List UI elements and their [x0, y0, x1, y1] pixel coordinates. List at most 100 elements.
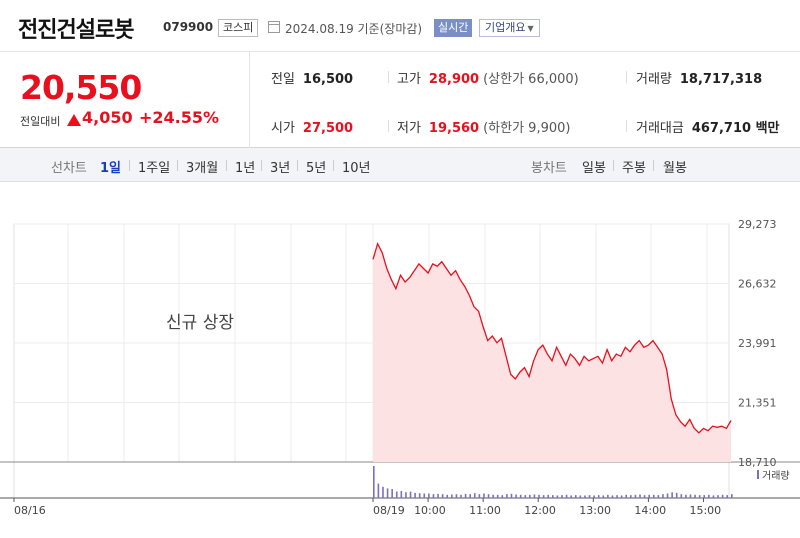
volume-bar: [565, 494, 568, 498]
volume-bar: [373, 466, 375, 498]
candle-chart-label: 봉차트: [531, 161, 567, 176]
volume-bar: [620, 495, 623, 498]
volume-bar: [409, 491, 412, 498]
upper-limit: (상한가 66,000): [483, 72, 579, 87]
volume-bar: [584, 495, 586, 498]
quote-panel: 20,550 전일대비 4,050 +24.55% 전일 16,500 고가 28,…: [0, 52, 800, 148]
divider: [226, 160, 227, 171]
low-label: 저가: [397, 121, 421, 136]
volume-bar: [597, 495, 600, 498]
divider: [261, 160, 262, 171]
company-overview-dropdown[interactable]: 기업개요 ▼: [479, 19, 540, 37]
divider: [177, 160, 178, 171]
volume-bar: [414, 492, 416, 498]
up-arrow-icon: [67, 114, 81, 126]
low-value: 19,560: [428, 121, 480, 136]
tab-3m[interactable]: 3개월: [186, 161, 219, 176]
y-tick-label: 29,273: [738, 218, 777, 231]
x-tick-label: 08/16: [14, 504, 46, 517]
volume-bar: [625, 494, 628, 498]
chevron-down-icon: ▼: [527, 24, 534, 33]
volume-bar: [473, 493, 476, 498]
price-area: [372, 241, 732, 462]
tab-weekly-candle[interactable]: 주봉: [622, 161, 646, 176]
tab-1d[interactable]: 1일: [100, 161, 122, 176]
volume-bar: [423, 493, 426, 498]
price-line: [372, 241, 732, 434]
x-tick-label: 11:00: [469, 504, 501, 517]
tab-1y[interactable]: 1년: [235, 161, 256, 176]
tab-3y[interactable]: 3년: [270, 161, 291, 176]
volume-bar: [455, 494, 458, 498]
trade-value-cell: 거래대금 467,710 백만: [636, 117, 780, 136]
volume-bar: [428, 493, 430, 498]
high-cell: 고가 28,900 (상한가 66,000): [397, 68, 579, 87]
volume-bar: [607, 494, 609, 498]
volume-bar: [510, 493, 513, 498]
volume-legend-swatch: [757, 470, 759, 479]
volume-bar: [377, 483, 380, 498]
volume-value: 18,717,318: [679, 72, 763, 87]
divider: [626, 120, 627, 132]
x-tick-label: 12:00: [524, 504, 556, 517]
volume-bar: [460, 494, 462, 498]
change-label: 전일대비: [20, 115, 61, 128]
calendar-icon: [268, 21, 280, 33]
volume-bar: [437, 493, 439, 498]
y-tick-label: 26,632: [738, 278, 777, 291]
tab-10y[interactable]: 10년: [342, 161, 371, 176]
volume-bar: [726, 495, 729, 498]
volume-bar: [524, 495, 527, 498]
tab-1w[interactable]: 1주일: [138, 161, 171, 176]
volume-bar: [478, 494, 481, 498]
volume-bar: [487, 494, 490, 498]
open-value: 27,500: [302, 121, 354, 136]
volume-bars: [373, 466, 733, 498]
volume-bar: [556, 495, 559, 498]
open-cell: 시가 27,500: [271, 117, 353, 136]
volume-legend-label: 거래량: [762, 470, 790, 482]
volume-bar: [662, 494, 664, 498]
intraday-price-chart[interactable]: 29,273 26,632 23,991 21,351 18,710 08/16 08/19…: [0, 182, 800, 538]
volume-bar: [602, 495, 605, 498]
volume-bar: [538, 494, 540, 498]
volume-bar: [611, 495, 614, 498]
volume-bar: [547, 494, 550, 498]
high-value: 28,900: [428, 72, 480, 87]
volume-bar: [542, 495, 545, 498]
volume-bar: [694, 494, 696, 498]
realtime-button[interactable]: 실시간: [434, 19, 473, 37]
volume-bar: [506, 494, 508, 498]
volume-bar: [579, 495, 582, 498]
volume-bar: [689, 494, 692, 498]
chart-axes: 29,273 26,632 23,991 21,351 18,710 08/16 08/19…: [13, 218, 777, 517]
volume-bar: [405, 492, 407, 498]
volume-bar: [418, 493, 421, 498]
volume-bar: [570, 495, 572, 498]
tab-5y[interactable]: 5년: [306, 161, 327, 176]
x-tick-label: 08/19: [373, 504, 405, 517]
x-tick-label: 15:00: [689, 504, 721, 517]
x-tick-label: 10:00: [414, 504, 446, 517]
volume-bar: [441, 494, 444, 498]
stock-name: 전진건설로봇: [18, 18, 134, 43]
volume-bar: [529, 494, 531, 498]
volume-bar: [643, 495, 646, 498]
volume-bar: [616, 495, 618, 498]
tab-monthly-candle[interactable]: 월봉: [663, 161, 687, 176]
volume-bar: [501, 495, 504, 498]
volume-bar: [382, 486, 384, 498]
volume-bar: [717, 495, 719, 498]
volume-bar: [469, 494, 471, 498]
high-label: 고가: [397, 72, 421, 87]
volume-bar: [451, 494, 453, 498]
y-tick-label: 21,351: [738, 397, 777, 410]
tab-daily-candle[interactable]: 일봉: [582, 161, 606, 176]
volume-bar: [552, 495, 554, 498]
volume-bar: [639, 494, 641, 498]
volume-bar: [712, 495, 715, 498]
volume-bar: [391, 489, 393, 498]
y-tick-label: 23,991: [738, 337, 777, 350]
volume-bar: [648, 494, 650, 498]
company-overview-label: 기업개요: [485, 21, 526, 34]
